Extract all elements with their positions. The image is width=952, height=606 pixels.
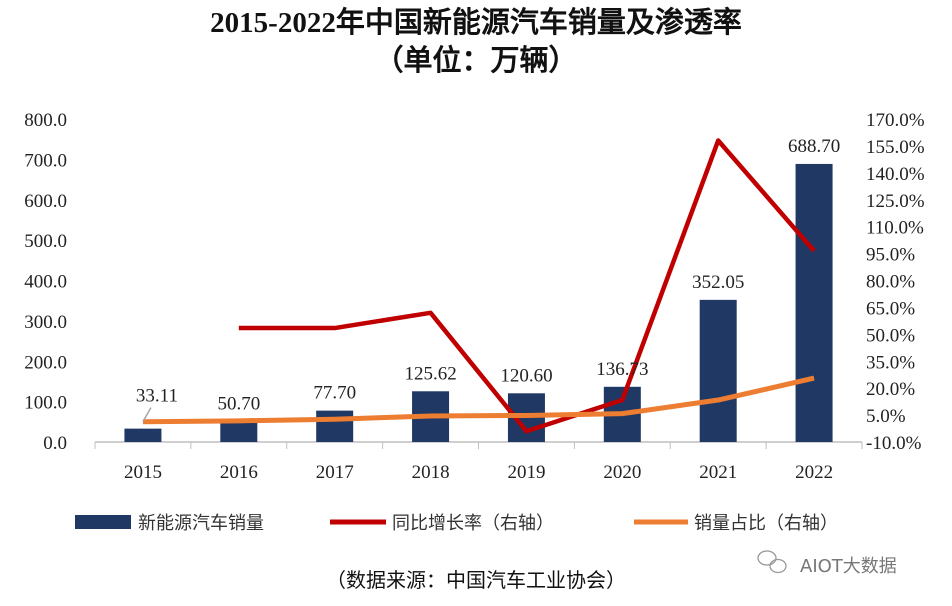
left-y-tick-label: 600.0	[24, 191, 67, 212]
chart-title: 2015-2022年中国新能源汽车销量及渗透率	[210, 5, 742, 39]
source-note: （数据来源：中国汽车工业协会）	[326, 568, 626, 592]
right-y-tick-label: 50.0%	[866, 325, 915, 346]
bar-2016	[220, 421, 258, 442]
legend-label-share: 销量占比（右轴）	[694, 513, 838, 534]
right-y-tick-label: 5.0%	[866, 406, 906, 427]
right-y-tick-label: 170.0%	[866, 110, 925, 131]
x-tick-label: 2022	[795, 462, 833, 483]
x-tick-label: 2018	[412, 462, 450, 483]
data-label-leader-line	[142, 407, 152, 423]
bar-data-label: 136.73	[596, 359, 648, 380]
x-tick-label: 2019	[507, 462, 545, 483]
right-y-tick-label: 65.0%	[866, 298, 915, 319]
bar-data-label: 77.70	[313, 383, 356, 404]
left-y-tick-label: 800.0	[24, 110, 67, 131]
bar-data-label: 50.70	[217, 394, 260, 415]
bar-data-label: 125.62	[404, 363, 456, 384]
watermark: AIOT大数据	[800, 556, 897, 577]
x-tick-label: 2015	[124, 462, 162, 483]
x-tick-label: 2021	[699, 462, 737, 483]
bar-2015	[124, 428, 162, 442]
legend-label-sales: 新能源汽车销量	[138, 513, 264, 534]
right-y-tick-label: 155.0%	[866, 137, 925, 158]
share-line	[142, 375, 815, 425]
bar-data-label: 352.05	[692, 272, 744, 293]
bar-2017	[316, 410, 354, 442]
right-y-tick-label: 110.0%	[866, 218, 924, 239]
left-y-tick-label: 100.0	[24, 393, 67, 414]
right-y-tick-label: 35.0%	[866, 352, 915, 373]
right-y-tick-label: 20.0%	[866, 379, 915, 400]
x-tick-label: 2016	[220, 462, 258, 483]
right-y-tick-label: -10.0%	[866, 433, 922, 454]
right-y-tick-label: 80.0%	[866, 272, 915, 293]
x-tick-label: 2017	[316, 462, 354, 483]
right-y-tick-label: 125.0%	[866, 191, 925, 212]
legend-swatch-bar	[75, 515, 131, 529]
left-y-tick-label: 700.0	[24, 150, 67, 171]
left-y-tick-label: 200.0	[24, 352, 67, 373]
legend: 新能源汽车销量 同比增长率（右轴） 销量占比（右轴）	[75, 513, 838, 534]
right-y-tick-label: 140.0%	[866, 164, 925, 185]
left-y-tick-label: 400.0	[24, 272, 67, 293]
left-y-tick-label: 300.0	[24, 312, 67, 333]
right-y-tick-label: 95.0%	[866, 245, 915, 266]
chart-subtitle: （单位：万辆）	[374, 43, 577, 77]
bar-2021	[699, 299, 737, 442]
bar-data-label: 33.11	[136, 386, 178, 407]
x-tick-label: 2020	[603, 462, 641, 483]
left-y-tick-label: 0.0	[43, 433, 67, 454]
wechat-icon	[757, 550, 787, 574]
legend-label-growth: 同比增长率（右轴）	[392, 513, 554, 534]
bar-data-label: 120.60	[500, 365, 552, 386]
bar-2022	[795, 163, 833, 442]
left-y-tick-label: 500.0	[24, 231, 67, 252]
bar-data-label: 688.70	[788, 136, 840, 157]
